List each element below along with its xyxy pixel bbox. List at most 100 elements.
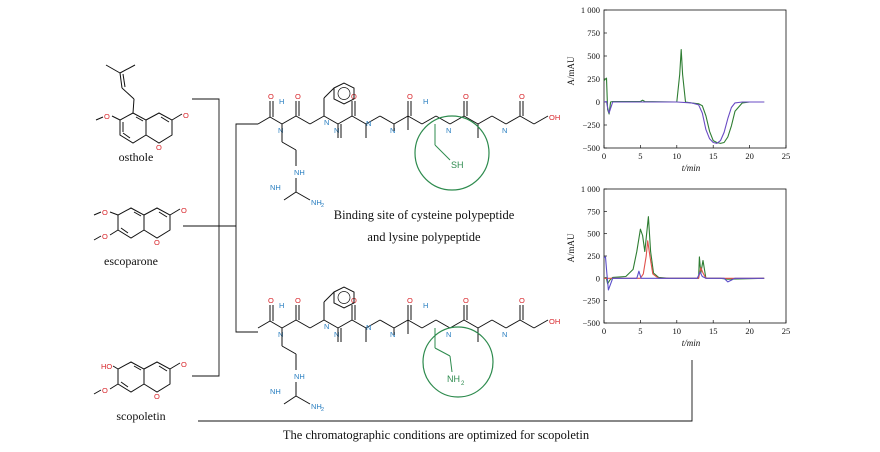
acetyl-o: O [268,92,274,101]
backbone-bond [505,319,521,329]
y-axis-label: A/mAU [566,56,576,86]
peptide-caption-line1: Binding site of cysteine polypeptide [334,208,515,222]
acid-bond [533,319,549,329]
x-tick-label: 20 [745,151,754,161]
acid-oh: OH [549,317,560,326]
y-tick-label: −250 [582,120,600,130]
backbone-bond [281,319,297,329]
escoparone-ring-o: O [154,238,160,247]
x-axis-label: t/min [682,163,701,173]
y-tick-label: 500 [587,229,600,239]
scopoletin-ring-o: O [154,392,160,401]
y-tick-label: −500 [582,143,600,153]
x-tick-label: 15 [709,151,718,161]
plot-frame [603,188,787,324]
backbone-bond [351,319,367,329]
amide-h: H [279,97,284,106]
phe-benzene-ring [333,286,355,309]
lysine-side-chain [434,328,453,373]
backbone-bond [281,115,297,125]
amide-n: N [390,330,395,339]
backbone-bond [323,319,339,329]
backbone-bond [365,319,381,329]
backbone-bond [379,115,395,125]
x-tick-label: 20 [745,326,754,336]
escoparone-o1: O [102,208,108,217]
x-axis-label: t/min [682,338,701,348]
amide-n: N [502,330,507,339]
arg-nh: NH [294,168,305,177]
x-tick-label: 0 [602,151,606,161]
carbonyl-o: O [407,296,413,305]
amide-n: N [324,118,329,127]
bottom-caption: The chromatographic conditions are optim… [283,428,590,442]
cysteine-binding-site-circle [414,115,490,191]
arg-chain [281,141,297,151]
scopoletin-structure [93,361,181,395]
osthole-carbonyl-bond [171,113,183,121]
y-tick-label: 750 [587,28,600,38]
backbone-bond [257,320,271,329]
backbone-bond [351,115,367,125]
y-tick-label: 1 000 [581,5,600,15]
acetyl-o: O [268,296,274,305]
arg-chain [295,191,311,201]
backbone-bond [519,319,535,329]
y-tick-label: 1 000 [581,184,600,194]
cysteine-sh: SH [451,160,464,170]
osthole-methoxy-o: O [104,112,110,121]
backbone-bond [295,115,311,125]
arg-imine-nh: NH [270,387,281,396]
amide-n: N [366,323,371,332]
carbonyl-o: O [407,92,413,101]
arg-chain [283,191,297,201]
series-line-0 [603,49,765,144]
carbonyl-o: O [295,92,301,101]
x-tick-label: 5 [638,151,642,161]
series-line-1 [603,100,765,144]
lysine-nh2-subscript: 2 [461,381,465,387]
escoparone-carbonyl-o: O [181,206,187,215]
backbone-bond [449,319,465,329]
backbone-bond [435,319,451,329]
connector-lines [183,98,693,422]
amide-n: N [390,126,395,135]
arg-nh2: NH [311,402,322,411]
amide-n: N [334,126,339,135]
cysteine-side-chain [434,124,451,161]
backbone-bond [257,116,271,125]
series-line-0 [603,216,765,285]
phe-aromatic-circle [337,87,351,100]
backbone-bond [519,115,535,125]
backbone-bond [477,115,493,125]
lysine-binding-site-circle [422,326,494,398]
carbonyl-o: O [295,296,301,305]
osthole-carbonyl-o: O [183,111,189,120]
scopoletin-carbonyl-o: O [181,360,187,369]
escoparone-label: escoparone [104,254,158,268]
amide-n: N [334,330,339,339]
acid-bond [533,115,549,125]
osthole-structure [95,64,173,144]
backbone-bond [477,319,493,329]
y-tick-label: 750 [587,206,600,216]
x-tick-label: 15 [709,326,718,336]
series-line-1 [604,240,765,279]
y-tick-label: 250 [587,251,600,261]
phe-benzene-ring [333,82,355,105]
backbone-bond [337,115,353,125]
amide-n: N [278,126,283,135]
amide-h: H [279,301,284,310]
carbonyl-o: O [463,92,469,101]
carbonyl-o: O [463,296,469,305]
backbone-bond [421,319,437,329]
backbone-bond [393,115,409,125]
backbone-bond [435,115,451,125]
arg-chain [281,345,297,355]
y-tick-label: 0 [596,273,600,283]
osthole-ring-o: O [156,143,162,152]
